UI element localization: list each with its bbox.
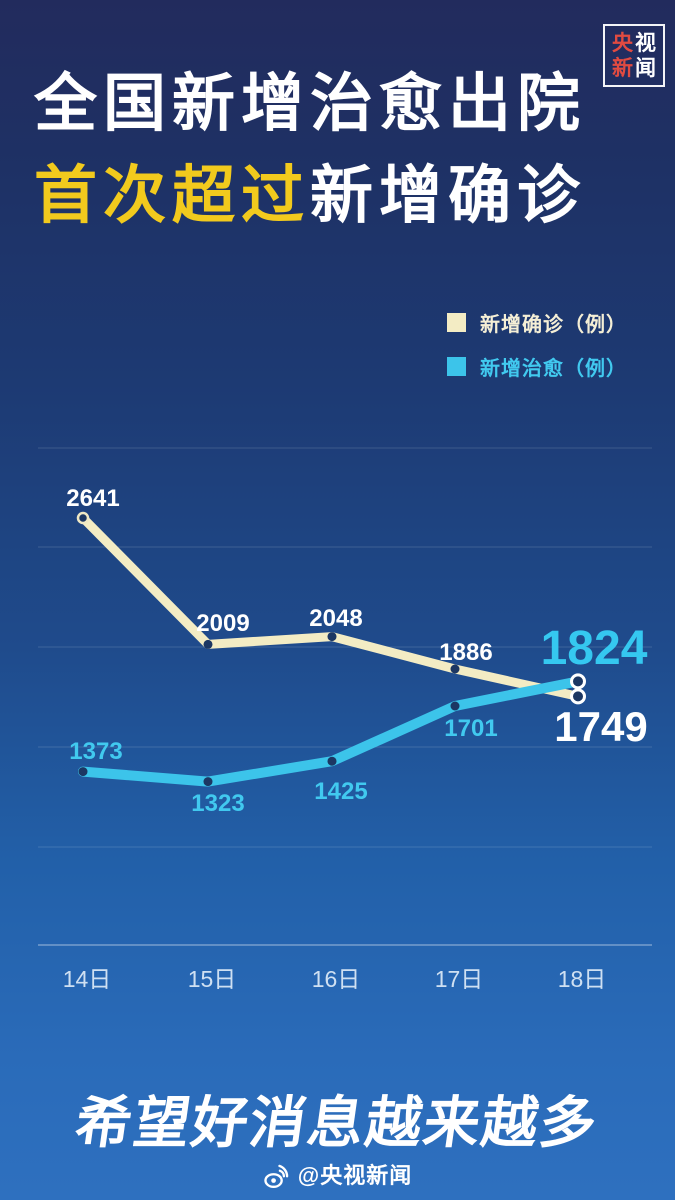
cured-swatch-icon	[447, 357, 466, 376]
data-point	[76, 511, 90, 525]
cured-line	[78, 676, 583, 787]
value-label: 1373	[69, 738, 122, 765]
footer: @央视新闻	[0, 1158, 675, 1190]
value-label: 1425	[314, 778, 367, 805]
legend-label-cured: 新增治愈（例）	[480, 358, 627, 380]
data-point	[570, 688, 586, 705]
weibo-icon	[264, 1164, 289, 1188]
data-point	[327, 632, 337, 642]
logo-char-3: 新	[612, 57, 635, 80]
legend-label-confirmed: 新增确诊（例）	[480, 314, 627, 336]
title-highlight: 首次超过	[34, 161, 310, 231]
x-axis-label: 14日	[63, 966, 112, 992]
value-label: 1824	[541, 622, 648, 675]
slogan-text: 希望好消息越来越多	[71, 1091, 603, 1154]
poster-title: 全国新增治愈出院 首次超过新增确诊	[34, 58, 586, 242]
x-axis-label: 16日	[312, 966, 361, 992]
data-point	[203, 777, 213, 787]
data-point	[203, 639, 213, 649]
x-axis-label: 17日	[435, 966, 484, 992]
line-chart: 2641 2009 2048 1886 1749 1373 1323 1425 1701 1824…	[38, 447, 652, 992]
title-line-1: 全国新增治愈出院	[34, 69, 586, 139]
confirmed-swatch-icon	[447, 313, 466, 332]
value-label: 1749	[554, 703, 647, 750]
title-rest: 新增确诊	[310, 161, 586, 231]
value-label: 2048	[309, 605, 362, 632]
x-axis-label: 15日	[188, 966, 237, 992]
legend-item-cured: 新增治愈（例）	[447, 352, 627, 381]
legend-item-confirmed: 新增确诊（例）	[447, 308, 627, 337]
data-point	[450, 701, 460, 711]
title-line-2: 首次超过新增确诊	[34, 150, 586, 242]
value-label: 2641	[66, 485, 119, 512]
logo-line-1: 央视	[612, 31, 658, 56]
logo-line-2: 新闻	[612, 56, 658, 81]
data-point	[570, 673, 586, 690]
logo-char-4: 闻	[635, 57, 658, 80]
value-label: 2009	[196, 610, 249, 637]
cctv-news-logo: 央视 新闻	[603, 24, 665, 87]
x-axis-label: 18日	[558, 966, 607, 992]
value-label: 1701	[444, 715, 497, 742]
chart-legend: 新增确诊（例） 新增治愈（例）	[447, 308, 627, 396]
logo-char-1: 央	[612, 32, 635, 55]
data-point	[327, 756, 337, 766]
value-label: 1886	[439, 639, 492, 666]
footer-handle: @央视新闻	[297, 1163, 413, 1188]
data-point	[450, 664, 460, 674]
data-point	[78, 767, 88, 777]
value-label: 1323	[191, 790, 244, 817]
logo-char-2: 视	[635, 32, 658, 55]
